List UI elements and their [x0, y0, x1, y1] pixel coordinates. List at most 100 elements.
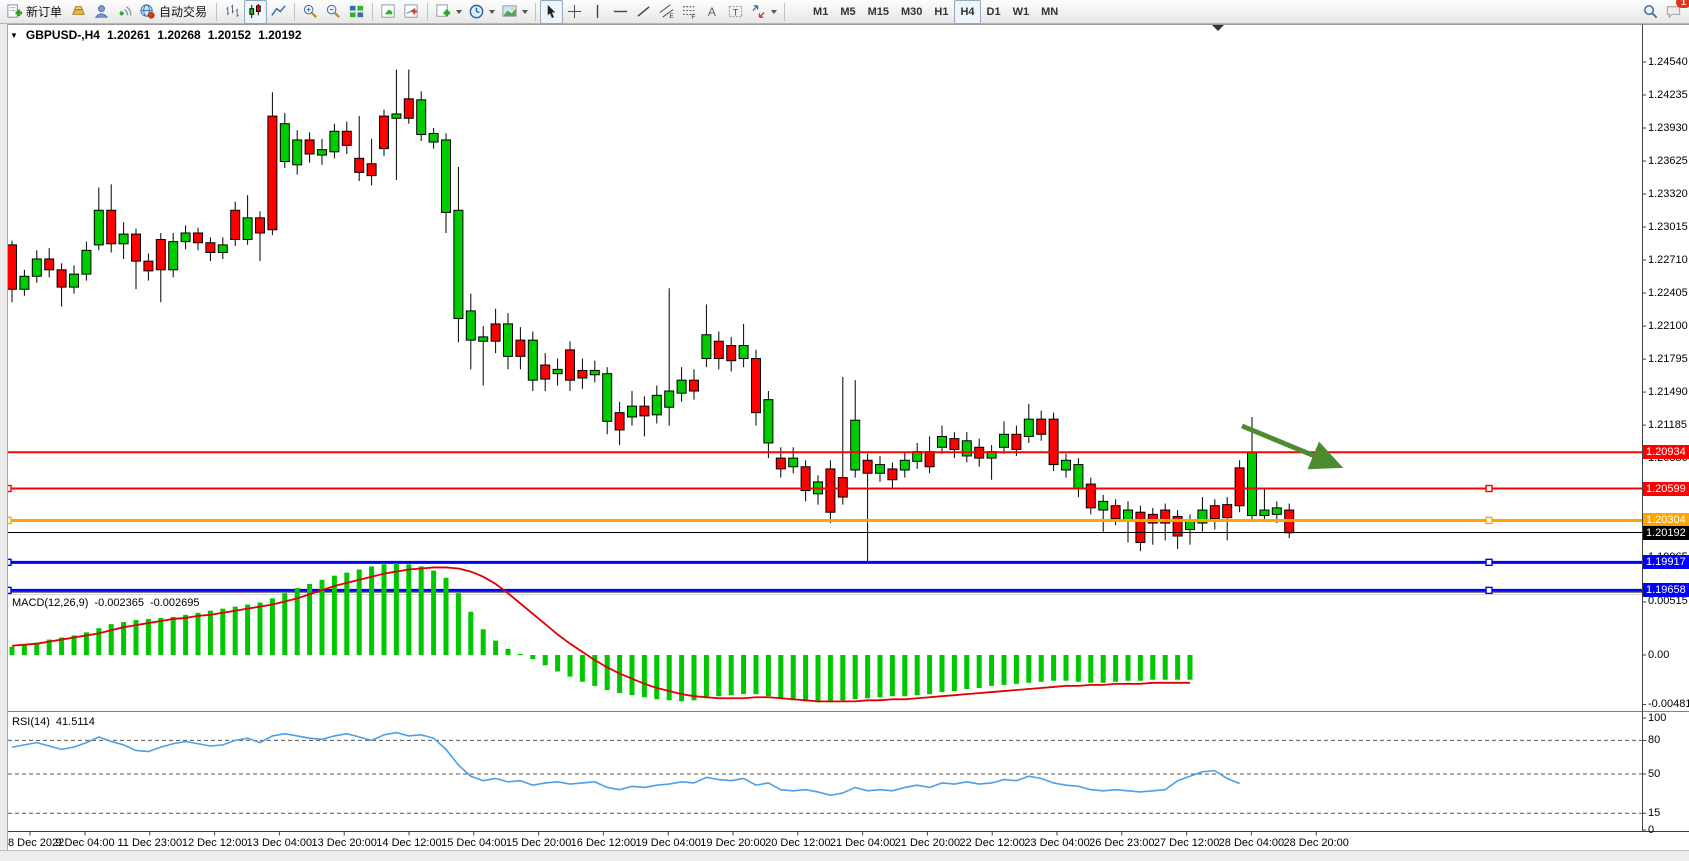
globe-icon: [140, 4, 155, 19]
ohlc-close: 1.20192: [258, 28, 302, 42]
chevron-down-icon: [456, 9, 463, 14]
timeframe-D1[interactable]: D1: [986, 5, 1001, 18]
macd-indicator-label: MACD(12,26,9) -0.002365 -0.002695: [12, 597, 200, 609]
chat-bubble-icon: [1666, 6, 1681, 19]
time-axis-label: 11 Dec 23:00: [117, 837, 183, 849]
time-axis-label: 19 Dec 04:00: [635, 837, 701, 849]
time-axis-label: 15 Dec 04:00: [441, 837, 507, 849]
trendline-button[interactable]: [632, 0, 655, 24]
horizontal-line-button[interactable]: [609, 0, 632, 24]
macd-main-value: -0.002365: [94, 597, 144, 609]
svg-text:E: E: [669, 13, 674, 20]
time-axis-label: 26 Dec 23:00: [1089, 837, 1155, 849]
price-axis-label: 1.22100: [1648, 319, 1688, 332]
timeframe-M30[interactable]: M30: [901, 5, 923, 18]
zoom-in-button[interactable]: [299, 0, 322, 24]
periods-button[interactable]: [465, 0, 498, 24]
search-button[interactable]: [1639, 0, 1662, 24]
timeframe-M5[interactable]: M5: [840, 5, 856, 18]
tile-windows-button[interactable]: [345, 0, 368, 24]
toolbar-separator: [372, 2, 374, 21]
chevron-down-icon: [489, 9, 496, 14]
time-axis-label: 27 Dec 12:00: [1153, 837, 1220, 849]
symbol-dropdown-icon[interactable]: ▼: [10, 30, 18, 40]
time-axis-label: 19 Dec 20:00: [700, 837, 766, 849]
bar-chart-icon: [226, 4, 239, 18]
ohlc-low: 1.20152: [207, 28, 252, 42]
rsi-value: 41.5114: [55, 716, 95, 728]
crosshair-button[interactable]: [563, 0, 586, 24]
price-line-tag[interactable]: 1.20934: [1643, 445, 1689, 460]
chevron-down-icon: [522, 9, 529, 14]
line-chart-button[interactable]: [267, 0, 290, 24]
toolbar-separator: [216, 2, 218, 21]
main-toolbar: 新订单: [0, 0, 1689, 24]
timeframe-M15[interactable]: M15: [867, 5, 889, 18]
indicators-button[interactable]: [377, 0, 400, 24]
fibonacci-icon: F: [682, 6, 695, 20]
toolbar-separator: [784, 2, 786, 21]
ohlc-high: 1.20268: [157, 28, 201, 42]
search-icon: [1644, 5, 1658, 19]
cursor-button[interactable]: [540, 0, 564, 24]
price-line-tag[interactable]: 1.20192: [1643, 525, 1689, 540]
price-line-tag[interactable]: 1.20599: [1643, 481, 1689, 496]
toolbar-separator: [427, 2, 429, 21]
arrows-icon: [752, 5, 765, 18]
timeframe-M1[interactable]: M1: [813, 5, 829, 18]
mql5-account-button[interactable]: [90, 0, 113, 24]
tile-windows-icon: [349, 5, 364, 18]
arrows-tool-button[interactable]: [747, 0, 780, 24]
indicator-window-icon: [404, 4, 418, 18]
new-order-button[interactable]: 新订单: [3, 0, 67, 24]
chat-button[interactable]: 1: [1662, 0, 1689, 24]
equidistant-channel-button[interactable]: E: [655, 0, 678, 24]
timeframe-W1[interactable]: W1: [1012, 5, 1030, 18]
trendline-icon: [637, 6, 650, 17]
price-axis-label: 1.24540: [1648, 55, 1688, 68]
signal-icon: [119, 6, 132, 16]
price-axis-label: 1.23625: [1648, 154, 1688, 167]
timeframe-H1[interactable]: H1: [934, 5, 949, 18]
templates-button[interactable]: [498, 0, 531, 24]
zoom-out-icon: [326, 4, 341, 19]
rsi-axis-label: 50: [1648, 767, 1661, 780]
time-axis-label: 12 Dec 12:00: [181, 837, 248, 849]
new-chart-icon: [436, 4, 451, 17]
vertical-line-icon: [596, 4, 599, 19]
text-label-button[interactable]: T: [724, 0, 747, 24]
line-chart-icon: [271, 5, 286, 16]
time-axis-label: 8 Dec 2022: [8, 837, 65, 849]
macd-axis-label: 0.00: [1648, 648, 1670, 661]
chart-image-icon: [502, 5, 517, 17]
chevron-down-icon: [771, 9, 778, 14]
macd-signal-value: -0.002695: [149, 597, 200, 609]
auto-trading-button[interactable]: 自动交易: [136, 0, 212, 24]
crosshair-icon: [567, 4, 582, 19]
new-chart-button[interactable]: [432, 0, 465, 24]
timeframe-MN[interactable]: MN: [1041, 5, 1059, 18]
text-button[interactable]: A: [701, 0, 724, 24]
candlestick-chart-button[interactable]: [244, 0, 268, 24]
price-line-tag[interactable]: 1.19658: [1643, 583, 1689, 598]
gold-button[interactable]: [67, 0, 90, 24]
vertical-line-button[interactable]: [586, 0, 609, 24]
price-line-tag[interactable]: 1.20304: [1643, 513, 1689, 528]
timeframe-H4[interactable]: H4: [954, 0, 981, 24]
zoom-out-button[interactable]: [322, 0, 345, 24]
indicator-window-button[interactable]: [400, 0, 423, 24]
fibonacci-button[interactable]: F: [678, 0, 701, 24]
new-order-icon: [7, 4, 23, 18]
gold-bar-icon: [72, 6, 85, 15]
horizontal-line-icon: [613, 10, 628, 13]
signals-button[interactable]: [113, 0, 136, 24]
symbol-timeframe: GBPUSD-,H4: [25, 28, 100, 42]
price-line-tag[interactable]: 1.19917: [1643, 555, 1689, 570]
price-axis-label: 1.21185: [1648, 418, 1687, 431]
bar-chart-button[interactable]: [221, 0, 244, 24]
svg-text:A: A: [708, 5, 717, 19]
person-icon: [94, 5, 109, 18]
channel-icon: E: [659, 4, 674, 20]
